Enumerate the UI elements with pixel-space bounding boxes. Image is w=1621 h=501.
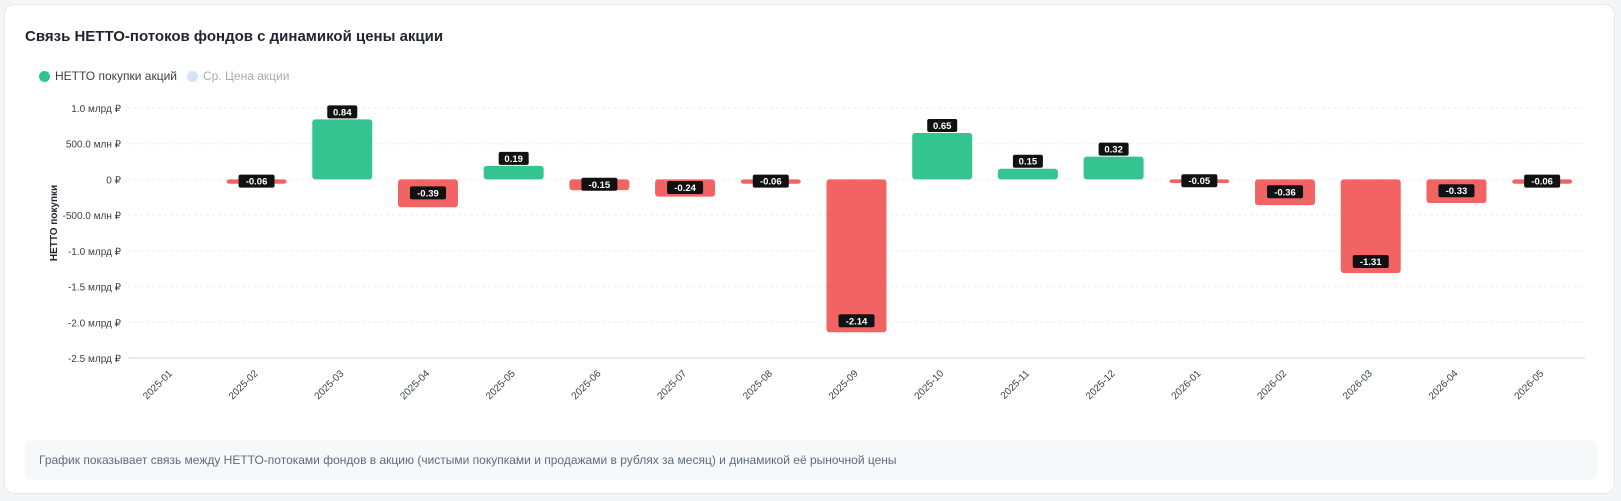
data-label-box bbox=[1438, 184, 1475, 198]
y-tick-label: 1.0 млрд ₽ bbox=[71, 104, 121, 115]
data-label-box bbox=[409, 186, 446, 200]
data-label: -0.24 bbox=[674, 183, 696, 194]
x-tick-label: 2026-01 bbox=[1170, 368, 1204, 402]
x-tick-label: 2025-07 bbox=[655, 368, 689, 402]
bar bbox=[826, 179, 887, 333]
data-label: -2.14 bbox=[846, 316, 868, 327]
data-label-box bbox=[1098, 142, 1129, 156]
bar bbox=[912, 133, 973, 180]
data-label-box bbox=[1181, 174, 1218, 188]
data-label: 0.32 bbox=[1104, 145, 1123, 156]
legend-label-avg-price: Ср. Цена акции bbox=[203, 69, 290, 83]
data-label-box bbox=[838, 314, 875, 328]
data-label-box bbox=[581, 177, 618, 191]
bar bbox=[312, 119, 373, 180]
y-tick-label: 500.0 млн ₽ bbox=[66, 140, 122, 151]
y-axis-title: НЕТТО покупки bbox=[49, 185, 60, 261]
chart-legend: НЕТТО покупки акций Ср. Цена акции bbox=[39, 69, 289, 83]
x-tick-label: 2025-11 bbox=[999, 368, 1033, 402]
x-tick-label: 2026-04 bbox=[1427, 368, 1461, 402]
data-label: -0.33 bbox=[1446, 186, 1468, 197]
x-tick-label: 2025-12 bbox=[1084, 368, 1118, 402]
x-tick-label: 2026-05 bbox=[1513, 368, 1547, 402]
legend-item-avg-price[interactable]: Ср. Цена акции bbox=[187, 69, 289, 83]
x-tick-label: 2025-01 bbox=[141, 368, 175, 402]
data-label: -0.06 bbox=[246, 177, 268, 188]
legend-swatch-avg-price bbox=[187, 70, 199, 82]
x-tick-label: 2025-05 bbox=[484, 368, 518, 402]
data-label: 0.19 bbox=[504, 154, 523, 165]
y-tick-label: 0 ₽ bbox=[106, 175, 121, 186]
data-label: 0.65 bbox=[933, 121, 952, 132]
y-tick-label: -2.0 млрд ₽ bbox=[68, 318, 122, 329]
y-tick-label: -500.0 млн ₽ bbox=[62, 211, 121, 222]
data-label-box bbox=[667, 181, 704, 194]
y-tick-label: -1.0 млрд ₽ bbox=[68, 247, 122, 258]
data-label-box bbox=[1524, 174, 1561, 188]
data-label-box bbox=[1012, 154, 1043, 168]
data-label: -0.06 bbox=[1531, 177, 1553, 188]
data-label-box bbox=[752, 174, 789, 188]
x-tick-label: 2025-10 bbox=[913, 368, 947, 402]
data-label-box bbox=[327, 105, 358, 119]
y-tick-label: -2.5 млрд ₽ bbox=[68, 354, 122, 365]
data-label-box bbox=[1267, 185, 1304, 199]
bar bbox=[1083, 156, 1144, 180]
legend-item-net-buys[interactable]: НЕТТО покупки акций bbox=[39, 69, 177, 83]
data-label-box bbox=[498, 151, 529, 165]
y-tick-label: -1.5 млрд ₽ bbox=[68, 283, 122, 294]
bar bbox=[483, 165, 544, 180]
data-label: -0.36 bbox=[1274, 187, 1296, 198]
legend-label-net-buys: НЕТТО покупки акций bbox=[55, 69, 178, 83]
data-label: -1.31 bbox=[1360, 257, 1382, 268]
data-label: -0.06 bbox=[760, 177, 782, 188]
data-label-box bbox=[1352, 255, 1389, 268]
data-label-box bbox=[927, 119, 958, 132]
data-label: -0.15 bbox=[589, 180, 611, 191]
data-label: 0.84 bbox=[333, 107, 352, 118]
x-tick-label: 2025-06 bbox=[570, 368, 604, 402]
bar bbox=[1340, 179, 1401, 273]
x-tick-label: 2025-09 bbox=[827, 368, 861, 402]
x-tick-label: 2025-04 bbox=[398, 368, 432, 402]
x-tick-label: 2025-08 bbox=[741, 368, 775, 402]
chart-title: Связь НЕТТО-потоков фондов с динамикой ц… bbox=[25, 28, 444, 45]
x-tick-label: 2026-03 bbox=[1341, 368, 1375, 402]
legend-swatch-net-buys bbox=[39, 70, 50, 82]
data-label: -0.39 bbox=[417, 188, 439, 199]
chart-footnote: График показывает связь между НЕТТО-пото… bbox=[25, 440, 1597, 480]
data-label-box bbox=[238, 174, 275, 188]
data-label: -0.05 bbox=[1188, 176, 1210, 187]
x-tick-label: 2025-03 bbox=[313, 368, 347, 402]
bar bbox=[997, 168, 1058, 180]
x-tick-label: 2025-02 bbox=[227, 368, 261, 402]
x-tick-label: 2026-02 bbox=[1255, 368, 1289, 402]
data-label: 0.15 bbox=[1019, 157, 1038, 168]
